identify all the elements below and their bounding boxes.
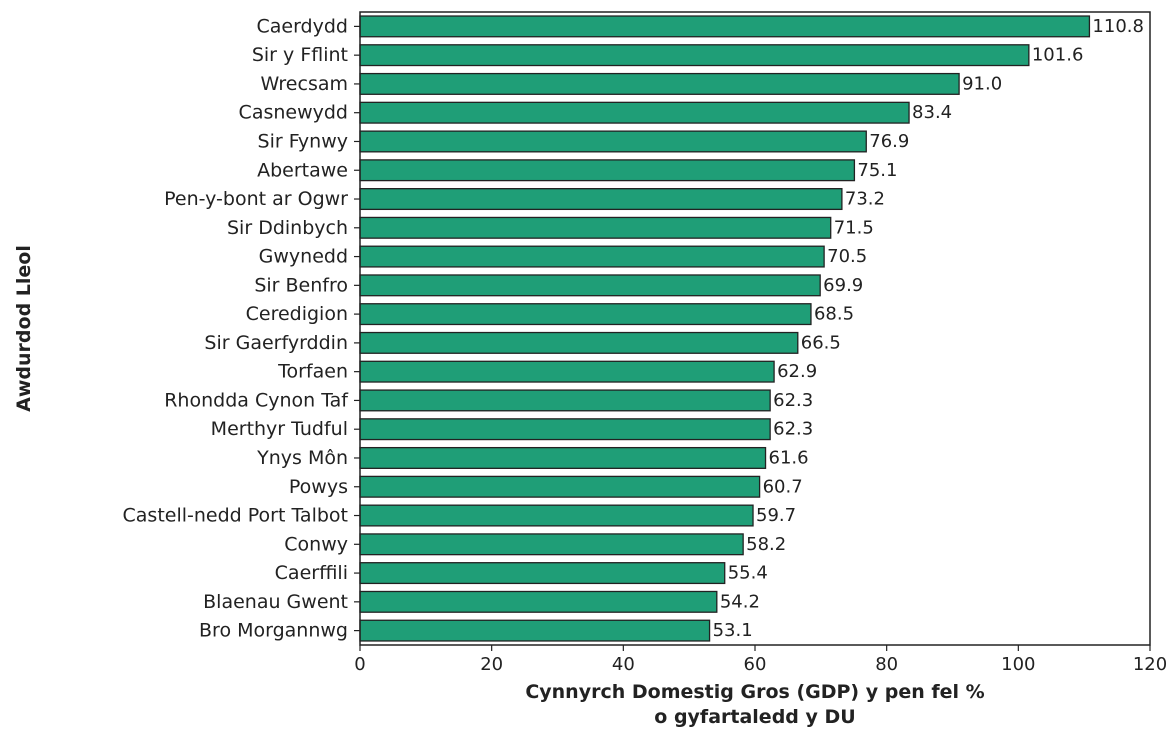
- category-label: Sir Fynwy: [258, 130, 348, 152]
- category-label: Sir Ddinbych: [227, 217, 348, 239]
- bar: [359, 72, 960, 95]
- value-label: 101.6: [1032, 45, 1084, 66]
- bar: [359, 360, 775, 383]
- x-tick-label: 120: [1133, 654, 1167, 675]
- category-label: Bro Morgannwg: [199, 620, 348, 642]
- bar: [359, 245, 825, 268]
- value-label: 60.7: [763, 476, 803, 497]
- x-axis-title-line-2: o gyfartaledd y DU: [654, 706, 855, 728]
- category-labels: Caerdydd Sir y Fflint Wrecsam Casnewydd Sir …: [123, 15, 360, 642]
- bar: [359, 130, 867, 153]
- bar: [359, 331, 799, 354]
- bar: [359, 44, 1030, 67]
- value-label: 55.4: [728, 563, 768, 584]
- bar: [359, 590, 718, 613]
- x-tick-label: 100: [1001, 654, 1035, 675]
- category-label: Pen-y-bont ar Ogwr: [164, 188, 348, 210]
- category-label: Torfaen: [277, 361, 348, 383]
- bar: [359, 101, 910, 124]
- category-label: Powys: [289, 476, 348, 498]
- category-label: Caerffili: [275, 562, 348, 584]
- x-tick-label: 20: [480, 654, 503, 675]
- bar: [359, 446, 767, 469]
- category-label: Merthyr Tudful: [211, 418, 348, 440]
- value-label: 62.9: [777, 361, 817, 382]
- bars-group: [359, 15, 1091, 642]
- value-label: 76.9: [869, 131, 909, 152]
- category-label: Blaenau Gwent: [203, 591, 348, 613]
- value-label: 73.2: [845, 189, 885, 210]
- bar: [359, 504, 754, 527]
- bar: [359, 303, 812, 326]
- x-tick-label: 60: [744, 654, 767, 675]
- bar: [359, 216, 832, 239]
- value-label: 61.6: [769, 447, 809, 468]
- x-axis-title-line-1: Cynnyrch Domestig Gros (GDP) y pen fel %: [525, 681, 984, 703]
- value-label: 68.5: [814, 304, 854, 325]
- value-label: 59.7: [756, 505, 796, 526]
- bar: [359, 533, 744, 556]
- value-label: 69.9: [823, 275, 863, 296]
- value-labels: 110.8 101.6 91.0 83.476.9 75.1 73.2 71.5 70.5 69…: [713, 16, 1144, 641]
- category-label: Ynys Môn: [256, 447, 348, 469]
- bar: [359, 418, 771, 441]
- x-tick-label: 0: [354, 654, 365, 675]
- value-label: 91.0: [962, 73, 1002, 94]
- category-label: Conwy: [284, 533, 348, 555]
- category-label: Sir Benfro: [254, 274, 348, 296]
- value-label: 110.8: [1092, 16, 1144, 37]
- value-label: 58.2: [746, 534, 786, 555]
- value-label: 62.3: [773, 390, 813, 411]
- bar: [359, 619, 711, 642]
- bar: [359, 562, 726, 585]
- category-label: Sir Gaerfyrddin: [204, 332, 348, 354]
- category-label: Rhondda Cynon Taf: [164, 389, 349, 411]
- y-axis-title: Awdurdod Lleol: [13, 245, 35, 412]
- bar: [359, 159, 856, 182]
- bar: [359, 188, 843, 211]
- value-label: 62.3: [773, 419, 813, 440]
- value-label: 66.5: [801, 332, 841, 353]
- category-label: Castell-nedd Port Talbot: [123, 505, 348, 527]
- x-axis-ticks: 0 20 40 60 80 100 120: [354, 645, 1167, 675]
- value-label: 54.2: [720, 591, 760, 612]
- value-label: 53.1: [713, 620, 753, 641]
- value-label: 83.4: [912, 102, 952, 123]
- bar: [359, 475, 761, 498]
- category-label: Caerdydd: [256, 15, 348, 37]
- category-label: Wrecsam: [260, 73, 348, 95]
- bar: [359, 389, 771, 412]
- x-tick-label: 80: [875, 654, 898, 675]
- value-label: 70.5: [827, 246, 867, 267]
- category-label: Gwynedd: [259, 246, 348, 268]
- bar: [359, 15, 1091, 38]
- value-label: 71.5: [834, 217, 874, 238]
- value-label: 75.1: [857, 160, 897, 181]
- category-label: Abertawe: [257, 159, 348, 181]
- category-label: Sir y Fflint: [252, 44, 348, 66]
- bar: [359, 274, 821, 297]
- category-label: Casnewydd: [239, 102, 348, 124]
- category-label: Ceredigion: [246, 303, 348, 325]
- x-tick-label: 40: [612, 654, 635, 675]
